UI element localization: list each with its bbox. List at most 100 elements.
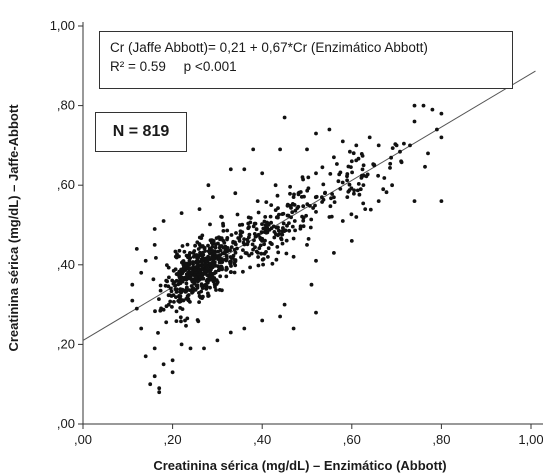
data-point — [206, 183, 211, 188]
data-point — [328, 204, 333, 209]
data-point — [291, 326, 296, 331]
data-point — [281, 226, 285, 230]
data-points — [130, 103, 444, 395]
data-point — [215, 280, 220, 285]
data-point — [195, 240, 200, 245]
data-point — [354, 215, 359, 219]
data-point — [356, 182, 361, 186]
data-point — [172, 300, 176, 304]
data-point — [248, 220, 253, 225]
data-point — [314, 258, 318, 263]
data-point — [225, 267, 229, 271]
x-tick-label: ,00 — [74, 432, 92, 447]
x-tick-label: ,40 — [253, 432, 271, 447]
data-point — [164, 320, 169, 325]
data-point — [282, 302, 287, 307]
data-point — [384, 190, 389, 195]
data-point — [314, 171, 318, 176]
data-point — [249, 251, 254, 256]
data-point — [361, 163, 366, 168]
data-point — [219, 214, 224, 219]
data-point — [181, 259, 186, 263]
data-point — [314, 310, 318, 315]
data-point — [212, 251, 217, 256]
data-point — [350, 170, 354, 175]
data-point — [363, 207, 368, 212]
data-point — [274, 225, 279, 230]
data-point — [270, 261, 275, 266]
data-point — [225, 228, 230, 233]
data-point — [280, 232, 285, 237]
data-point — [265, 226, 270, 231]
data-point — [367, 135, 372, 140]
data-point — [228, 248, 233, 253]
data-point — [264, 200, 269, 205]
data-point — [185, 294, 190, 299]
data-point — [179, 268, 184, 272]
data-point — [272, 230, 277, 234]
data-point — [200, 284, 204, 288]
data-point — [158, 288, 163, 293]
data-point — [134, 306, 139, 311]
data-point — [260, 318, 265, 323]
data-point — [352, 191, 356, 196]
data-point — [177, 279, 181, 284]
data-point — [231, 239, 236, 244]
data-point — [191, 289, 195, 294]
data-point — [335, 162, 339, 166]
data-point — [248, 265, 253, 270]
data-point — [156, 331, 160, 335]
data-point — [360, 154, 365, 158]
data-point — [252, 221, 257, 226]
data-point — [139, 326, 144, 331]
data-point — [130, 282, 135, 287]
data-point — [274, 257, 279, 262]
data-point — [161, 219, 166, 223]
regression-equation-box: Cr (Jaffe Abbott)= 0,21 + 0,67*Cr (Enzim… — [99, 31, 513, 89]
data-point — [194, 275, 199, 280]
data-point — [199, 289, 204, 294]
data-point — [357, 192, 362, 197]
data-point — [251, 247, 256, 252]
data-point — [170, 305, 174, 309]
data-point — [278, 147, 282, 152]
data-point — [157, 297, 161, 301]
data-point — [200, 266, 204, 271]
data-point — [296, 204, 301, 209]
data-point — [298, 224, 303, 229]
data-point — [261, 262, 265, 267]
data-point — [355, 188, 360, 193]
data-point — [359, 176, 364, 180]
data-point — [225, 246, 230, 250]
data-point — [269, 203, 274, 208]
data-point — [130, 298, 135, 303]
data-point — [345, 178, 349, 183]
data-point — [228, 255, 233, 259]
data-point — [218, 253, 223, 257]
data-point — [169, 289, 174, 294]
data-point — [235, 246, 239, 251]
x-tick-label: 1,00 — [518, 432, 543, 447]
data-point — [276, 228, 281, 233]
data-point — [263, 215, 268, 219]
data-point — [187, 256, 192, 260]
data-point — [202, 346, 206, 351]
data-point — [178, 290, 182, 294]
data-point — [261, 257, 266, 261]
data-point — [358, 187, 363, 192]
data-point — [209, 267, 213, 272]
data-point — [259, 251, 264, 256]
data-point — [256, 255, 260, 259]
data-point — [221, 229, 226, 233]
data-point — [170, 278, 175, 283]
data-point — [291, 254, 296, 259]
data-point — [278, 314, 282, 319]
data-point — [168, 299, 173, 304]
regression-equation: Cr (Jaffe Abbott)= 0,21 + 0,67*Cr (Enzim… — [110, 40, 428, 55]
data-point — [209, 238, 214, 243]
data-point — [242, 242, 247, 247]
data-point — [194, 264, 199, 269]
data-point — [229, 270, 233, 274]
data-point — [281, 211, 286, 216]
data-point — [275, 193, 280, 198]
